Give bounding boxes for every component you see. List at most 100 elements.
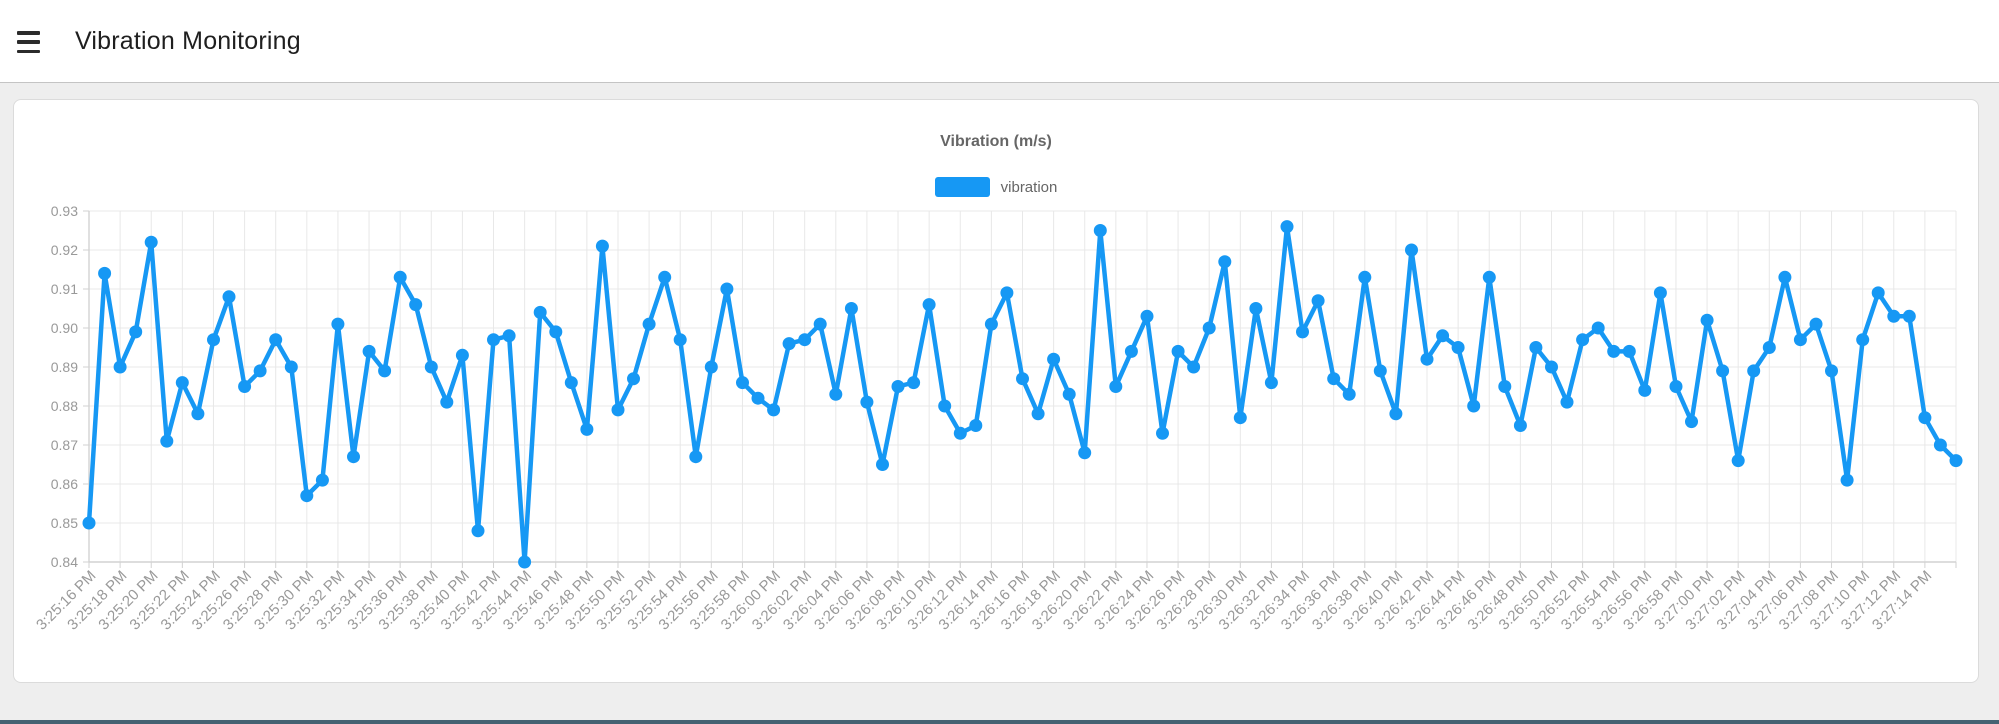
data-point [1373, 364, 1387, 378]
footer-accent-bar [0, 720, 1999, 724]
data-point [1793, 333, 1807, 347]
data-point [144, 235, 158, 249]
data-point [689, 450, 703, 464]
data-point [1653, 286, 1667, 300]
legend-color-swatch [934, 177, 990, 197]
data-point [1000, 286, 1014, 300]
data-point [1436, 329, 1450, 343]
data-point [1264, 376, 1278, 390]
data-point [1202, 321, 1216, 335]
data-point [207, 333, 220, 347]
data-point [673, 333, 687, 347]
data-point [1949, 454, 1963, 468]
data-point [1342, 387, 1356, 401]
data-point [782, 337, 796, 351]
chart-grid [88, 210, 1957, 563]
data-point [1716, 364, 1730, 378]
vibration-line-chart[interactable]: 0.93 0.92 0.91 0.90 0.89 0.88 0.87 0.86 0.85 0.84… [14, 100, 1978, 682]
data-point [627, 372, 640, 386]
data-point [1513, 419, 1527, 432]
data-point [1482, 270, 1496, 284]
data-point [1856, 333, 1870, 347]
data-point [751, 391, 765, 405]
y-tick-label: 0.92 [51, 242, 78, 258]
y-tick-label: 0.87 [51, 437, 78, 453]
data-point [829, 387, 843, 401]
data-point [876, 458, 889, 471]
data-point [1700, 313, 1714, 327]
data-point [409, 298, 423, 312]
data-point [1389, 407, 1403, 421]
data-point [1685, 415, 1698, 429]
data-point [1327, 372, 1341, 386]
data-point [1280, 220, 1294, 234]
data-point [1747, 364, 1761, 378]
data-point [1031, 407, 1045, 421]
data-point [1809, 317, 1823, 331]
data-point [1762, 341, 1776, 354]
data-point [580, 422, 594, 436]
data-point [1498, 380, 1512, 393]
data-point [595, 239, 609, 253]
data-point [658, 270, 672, 284]
y-tick-label: 0.86 [51, 476, 78, 492]
data-point [611, 403, 625, 417]
legend-label: vibration [1000, 178, 1058, 196]
data-point [1933, 438, 1947, 452]
data-point [300, 489, 314, 503]
data-point [1171, 344, 1185, 358]
data-point [813, 317, 827, 331]
data-point [533, 305, 547, 319]
data-point [1778, 270, 1792, 284]
data-point [1296, 325, 1309, 339]
data-point [549, 325, 563, 339]
hamburger-menu-icon[interactable] [17, 31, 43, 53]
data-point [767, 403, 781, 417]
chart-card: Vibration (m/s) vibration 0.93 0.92 0.91 0.… [13, 99, 1979, 683]
data-point [455, 348, 469, 362]
data-point [844, 302, 858, 315]
data-point [1420, 352, 1434, 366]
data-point [1109, 380, 1123, 393]
data-point [315, 473, 329, 487]
y-tick-label: 0.93 [51, 203, 78, 219]
data-point [1156, 426, 1169, 440]
data-point [1638, 383, 1652, 397]
data-point [1529, 341, 1543, 354]
data-point [1669, 380, 1683, 393]
data-point [891, 380, 905, 393]
axis-ticks [83, 210, 1957, 568]
data-point [269, 333, 283, 347]
data-point [1622, 344, 1636, 358]
y-tick-label: 0.91 [51, 281, 78, 297]
y-tick-label: 0.85 [51, 515, 78, 531]
legend-item-vibration[interactable]: vibration [934, 177, 1058, 197]
data-point [1358, 270, 1372, 284]
data-point [1093, 224, 1107, 237]
data-point [191, 407, 205, 421]
data-point [1467, 399, 1481, 413]
data-point [347, 450, 360, 464]
data-point [129, 325, 143, 339]
data-point [222, 290, 236, 304]
data-point [284, 360, 298, 374]
data-point [922, 298, 936, 312]
data-point [175, 376, 189, 390]
data-point [1840, 473, 1854, 487]
data-point [1218, 255, 1232, 269]
data-point [378, 364, 392, 378]
data-point [1233, 411, 1247, 425]
chart-title: Vibration (m/s) [940, 133, 1052, 150]
y-tick-label: 0.89 [51, 359, 78, 375]
y-tick-label: 0.90 [51, 320, 78, 336]
data-point [424, 360, 438, 374]
data-point [860, 395, 874, 409]
data-point [98, 266, 112, 280]
data-point [1902, 309, 1916, 323]
page-title: Vibration Monitoring [75, 26, 301, 55]
data-point [1607, 344, 1621, 358]
data-point [1576, 333, 1590, 347]
data-point [938, 399, 952, 413]
data-point [1731, 454, 1745, 468]
data-point [1078, 446, 1092, 460]
